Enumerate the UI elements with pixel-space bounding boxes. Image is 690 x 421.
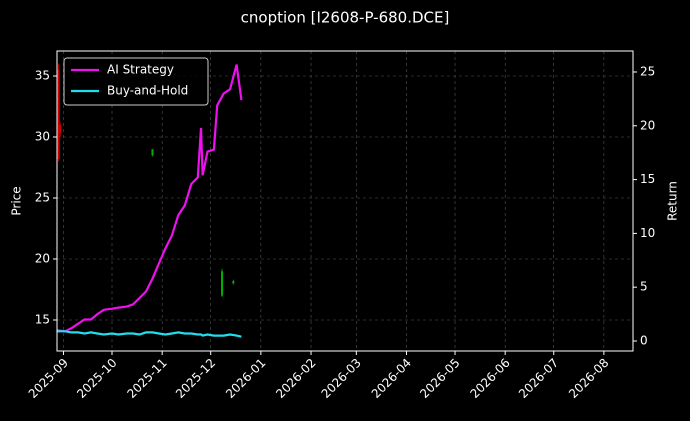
y-tick-label: 20: [35, 252, 50, 266]
y2-tick-label: 0: [640, 333, 648, 347]
y2-tick-label: 5: [640, 280, 648, 294]
y2-axis-label: Return: [666, 181, 680, 221]
legend-box: [63, 57, 209, 106]
y2-tick-label: 10: [640, 226, 655, 240]
plot-frame: [56, 50, 634, 352]
candle-body: [59, 124, 62, 134]
y-axis-label: Price: [10, 186, 24, 215]
legend-label: AI Strategy: [107, 63, 174, 77]
y2-tick-label: 20: [640, 118, 655, 132]
candle-body: [232, 280, 235, 284]
series-line: [56, 64, 243, 333]
candle-body: [151, 149, 154, 156]
chart-title: cnoption [I2608-P-680.DCE]: [241, 9, 450, 27]
candle-body: [221, 271, 224, 296]
y2-tick-label: 15: [640, 172, 655, 186]
y-tick-label: 35: [35, 69, 50, 83]
y-tick-label: 15: [35, 313, 50, 327]
candle-body: [57, 69, 60, 159]
y-tick-label: 30: [35, 130, 50, 144]
y2-tick-label: 25: [640, 64, 655, 78]
y-tick-label: 25: [35, 191, 50, 205]
legend-label: Buy-and-Hold: [107, 84, 188, 98]
series-line: [57, 330, 242, 338]
